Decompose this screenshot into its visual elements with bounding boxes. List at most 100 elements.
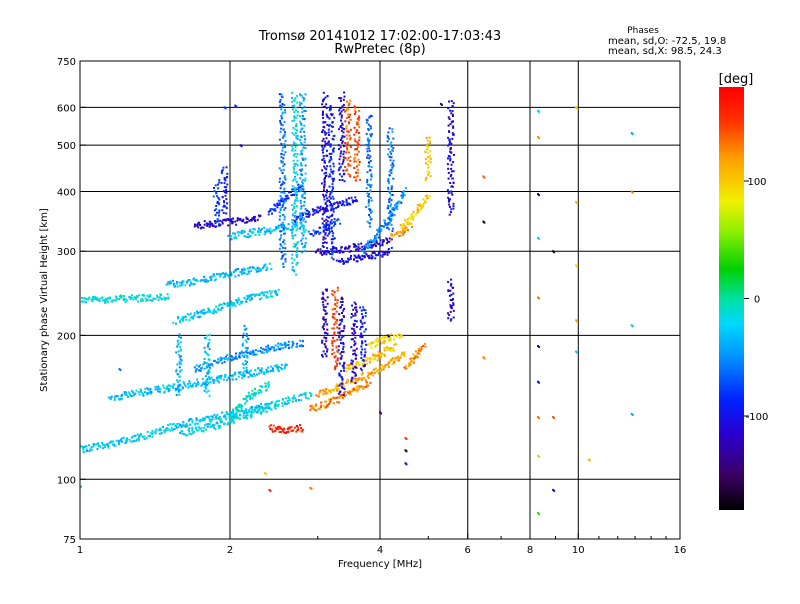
data-point: [244, 221, 247, 224]
data-point: [353, 109, 356, 112]
data-point: [119, 398, 122, 401]
data-point: [237, 274, 240, 277]
data-point: [208, 358, 211, 361]
data-point: [334, 223, 337, 225]
data-point: [328, 403, 331, 406]
data-point: [355, 377, 358, 380]
data-point: [358, 363, 361, 366]
data-point: [194, 370, 197, 373]
data-point: [301, 178, 304, 181]
data-point: [295, 123, 298, 126]
data-point: [206, 381, 209, 384]
data-point: [331, 327, 334, 330]
data-point: [201, 378, 204, 380]
data-point: [360, 334, 363, 337]
data-point: [450, 100, 453, 103]
data-point: [217, 426, 220, 429]
data-point: [176, 344, 179, 347]
data-point: [331, 183, 334, 186]
data-point: [303, 211, 306, 214]
data-point: [348, 202, 351, 205]
data-point: [388, 155, 391, 158]
data-point: [452, 316, 455, 319]
x-tick-label: 6: [465, 545, 471, 556]
data-point: [360, 369, 363, 372]
data-point: [282, 262, 285, 265]
data-point: [130, 390, 133, 392]
data-point: [169, 423, 172, 426]
data-point: [420, 348, 423, 351]
data-point: [378, 357, 381, 360]
data-point: [401, 228, 404, 231]
data-point: [215, 377, 218, 380]
data-point: [361, 322, 364, 325]
y-tick-label: 750: [57, 57, 76, 68]
data-point: [307, 397, 310, 400]
data-point: [149, 387, 152, 390]
data-point: [352, 366, 355, 369]
data-point: [293, 193, 296, 196]
data-point: [325, 229, 328, 232]
data-point: [251, 397, 254, 400]
data-point: [230, 238, 233, 241]
data-point: [343, 204, 346, 207]
data-point: [326, 350, 328, 353]
data-point: [368, 222, 371, 225]
data-point: [338, 162, 341, 165]
data-point: [349, 256, 352, 259]
data-point: [342, 160, 345, 163]
data-point: [196, 222, 199, 225]
data-point: [246, 298, 249, 301]
data-point: [380, 364, 383, 367]
data-point: [292, 154, 295, 157]
data-point: [360, 351, 363, 354]
data-point: [369, 133, 372, 136]
data-point: [279, 366, 282, 369]
data-point: [292, 141, 295, 144]
data-point: [119, 440, 122, 443]
data-point: [178, 385, 180, 388]
data-point: [322, 350, 325, 353]
data-point: [251, 232, 254, 235]
data-point: [234, 415, 237, 418]
data-point: [387, 346, 390, 349]
data-point: [233, 413, 236, 416]
data-point: [219, 375, 222, 378]
data-point: [319, 205, 322, 208]
data-point: [245, 341, 248, 343]
data-point: [300, 239, 303, 242]
data-point: [299, 212, 302, 215]
data-point: [296, 249, 299, 252]
data-point: [294, 175, 296, 178]
data-point: [356, 123, 359, 126]
data-point: [411, 216, 414, 219]
data-point: [364, 256, 366, 259]
data-point: [538, 237, 540, 240]
data-point: [394, 358, 397, 361]
data-point: [328, 175, 331, 178]
data-point: [353, 301, 356, 304]
data-point: [452, 298, 454, 301]
data-point: [214, 428, 217, 431]
data-point: [192, 432, 195, 435]
data-point: [198, 221, 201, 224]
data-point: [322, 306, 325, 309]
data-point: [234, 355, 237, 358]
data-point: [366, 220, 369, 223]
data-point: [333, 333, 336, 336]
data-point: [321, 253, 324, 256]
data-point: [396, 334, 399, 337]
data-point: [309, 405, 312, 408]
data-point: [314, 251, 317, 254]
data-point: [363, 376, 366, 379]
data-point: [333, 218, 336, 221]
data-point: [206, 372, 209, 375]
data-point: [324, 203, 327, 206]
data-point: [178, 281, 181, 284]
data-point: [294, 199, 297, 202]
data-point: [330, 256, 333, 259]
data-point: [287, 402, 290, 404]
data-point: [322, 242, 325, 244]
data-point: [205, 384, 208, 386]
data-point: [350, 254, 352, 257]
